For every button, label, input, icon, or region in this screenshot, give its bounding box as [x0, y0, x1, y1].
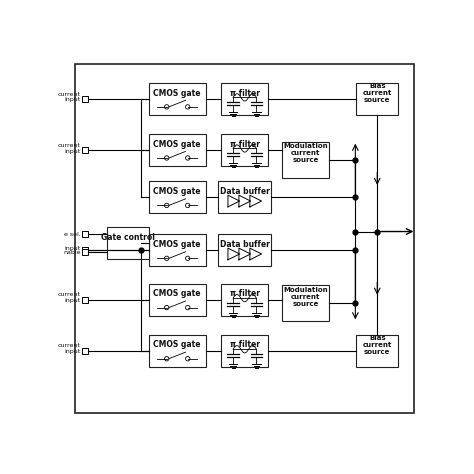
Bar: [282, 285, 329, 321]
Text: current
input: current input: [58, 344, 81, 354]
Text: CMOS gate: CMOS gate: [154, 340, 201, 349]
Bar: [82, 249, 88, 255]
Bar: [221, 134, 268, 166]
Text: π filter: π filter: [230, 289, 260, 298]
Bar: [282, 142, 329, 178]
Text: CMOS gate: CMOS gate: [154, 289, 201, 298]
Text: Bias
current
source: Bias current source: [363, 335, 392, 355]
Bar: [149, 83, 206, 115]
Bar: [221, 335, 268, 367]
Text: π filter: π filter: [230, 340, 260, 349]
Bar: [149, 182, 206, 213]
Bar: [149, 283, 206, 316]
Text: CMOS gate: CMOS gate: [154, 240, 201, 249]
Text: Data buffer: Data buffer: [220, 187, 270, 196]
Bar: [219, 182, 271, 213]
Text: Bias
current
source: Bias current source: [363, 83, 392, 103]
Bar: [82, 348, 88, 354]
Text: π filter: π filter: [230, 140, 260, 149]
Bar: [82, 96, 88, 102]
Bar: [149, 234, 206, 266]
Bar: [356, 83, 398, 115]
Bar: [107, 227, 149, 259]
Text: CMOS gate: CMOS gate: [154, 187, 201, 196]
Text: CMOS gate: CMOS gate: [154, 89, 201, 98]
Text: CMOS gate: CMOS gate: [154, 140, 201, 149]
Text: Modulation
current
source: Modulation current source: [283, 143, 328, 163]
Text: Modulation
current
source: Modulation current source: [283, 287, 328, 307]
Bar: [219, 234, 271, 266]
Bar: [82, 231, 88, 237]
Bar: [149, 335, 206, 367]
Text: current
input: current input: [58, 91, 81, 102]
Text: input: input: [64, 246, 81, 251]
Text: current
input: current input: [58, 292, 81, 303]
Text: nable: nable: [63, 249, 81, 255]
Bar: [82, 247, 88, 253]
Bar: [356, 335, 398, 367]
Text: π filter: π filter: [230, 89, 260, 98]
Text: e sel.: e sel.: [64, 231, 81, 237]
Text: Data buffer: Data buffer: [220, 240, 270, 249]
Text: Gate control: Gate control: [101, 233, 155, 242]
Bar: [221, 83, 268, 115]
Bar: [82, 297, 88, 302]
Bar: [82, 147, 88, 153]
Bar: [221, 283, 268, 316]
Text: current
input: current input: [58, 143, 81, 154]
Bar: [149, 134, 206, 166]
